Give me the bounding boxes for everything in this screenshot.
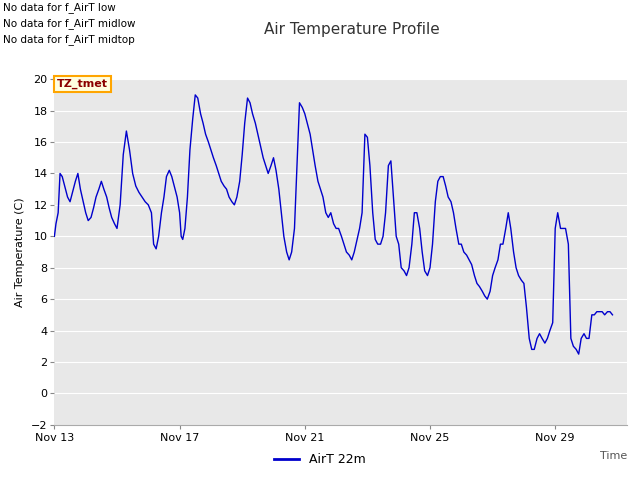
- Text: No data for f_AirT low: No data for f_AirT low: [3, 2, 116, 13]
- Legend: AirT 22m: AirT 22m: [269, 448, 371, 471]
- Y-axis label: Air Temperature (C): Air Temperature (C): [15, 197, 26, 307]
- Text: No data for f_AirT midtop: No data for f_AirT midtop: [3, 34, 135, 45]
- Text: TZ_tmet: TZ_tmet: [57, 79, 108, 89]
- Text: Air Temperature Profile: Air Temperature Profile: [264, 22, 440, 36]
- Text: No data for f_AirT midlow: No data for f_AirT midlow: [3, 18, 136, 29]
- Text: Time: Time: [600, 451, 627, 461]
